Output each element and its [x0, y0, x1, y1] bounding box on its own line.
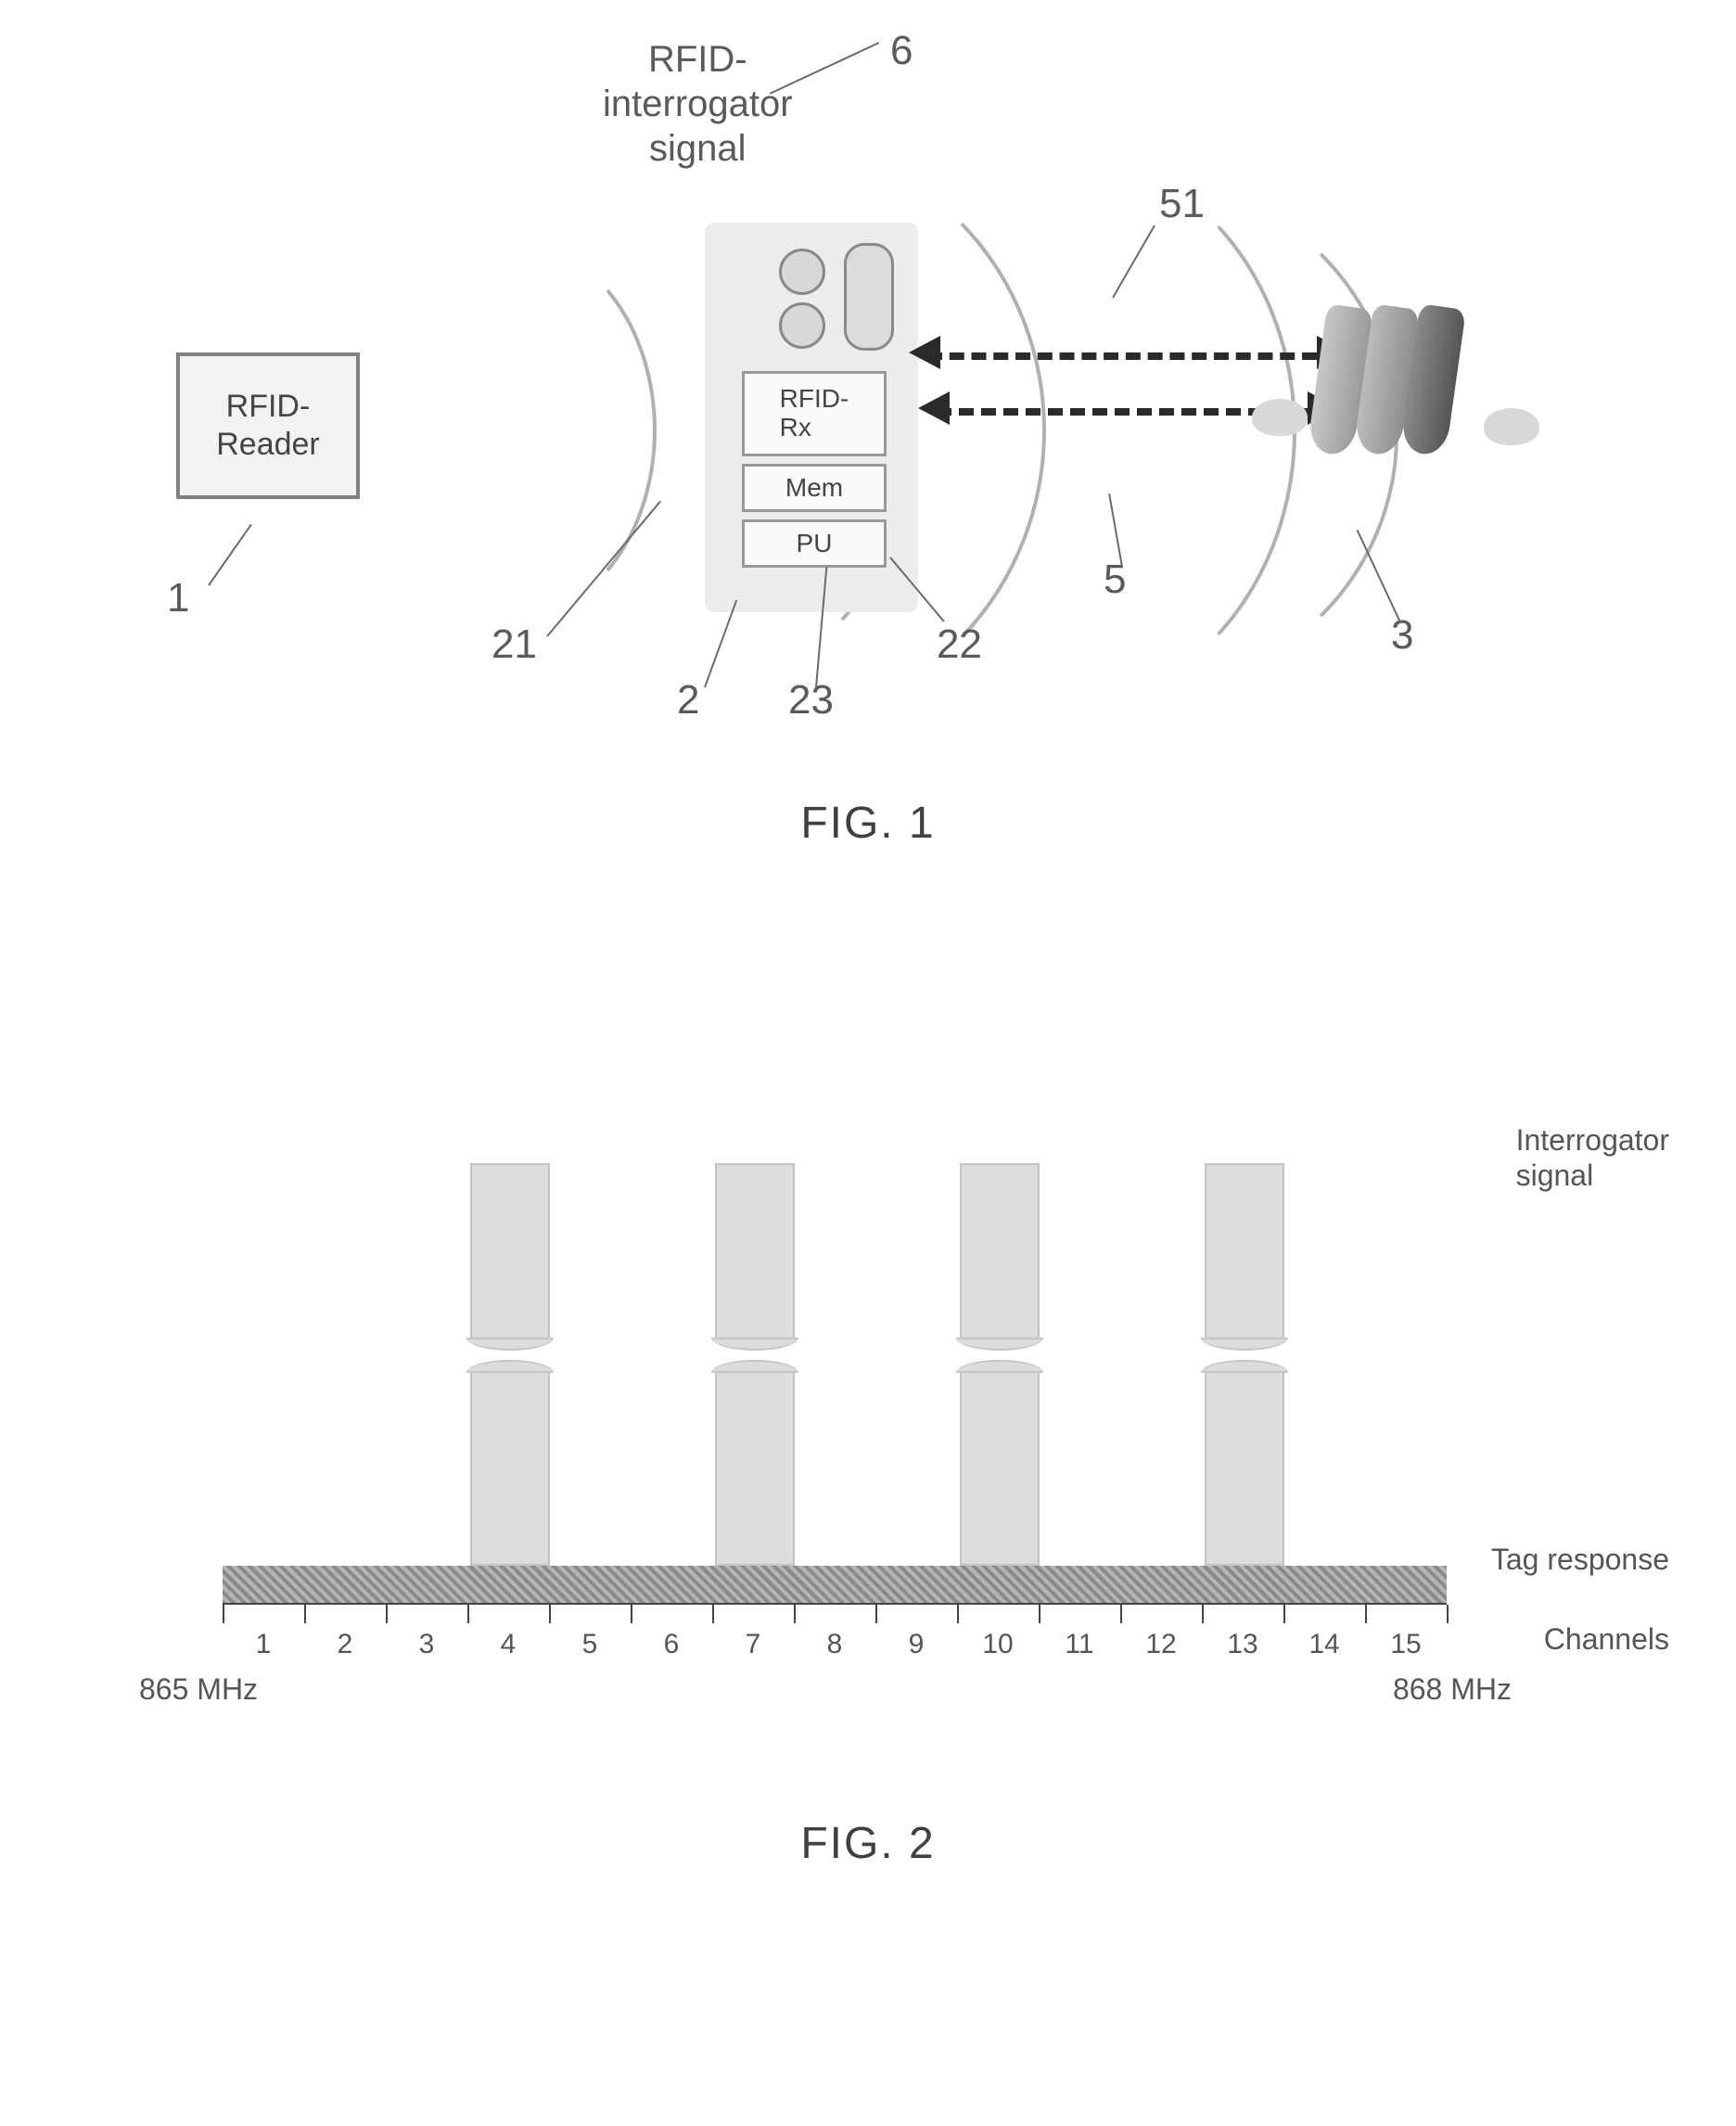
axis-tick: [1447, 1605, 1449, 1623]
axis-tick: [467, 1605, 469, 1623]
rfid-reader-box: RFID- Reader: [176, 352, 360, 499]
hearing-aid-itc-icon: [1484, 408, 1539, 445]
interrogator-signal-label: Interrogator signal: [1516, 1122, 1669, 1194]
channel-number: 11: [1065, 1629, 1093, 1660]
ref-51: 51: [1159, 181, 1205, 227]
remote-control: RFID- Rx Mem PU: [705, 223, 918, 612]
freq-end-label: 868 MHz: [1393, 1672, 1512, 1707]
axis-tick: [549, 1605, 551, 1623]
ref-3: 3: [1391, 612, 1413, 659]
hearing-aid-cluster: [1280, 306, 1539, 510]
leader-3: [1357, 530, 1401, 623]
arrowhead-left-icon: [909, 336, 940, 369]
channel-number: 13: [1227, 1629, 1257, 1660]
channels-label: Channels: [1544, 1622, 1669, 1657]
interrogator-bar: [715, 1163, 795, 1566]
axis-tick: [386, 1605, 388, 1623]
axis-tick: [1039, 1605, 1040, 1623]
ref-22: 22: [937, 621, 982, 668]
axis-tick: [631, 1605, 632, 1623]
axis-tick: [794, 1605, 796, 1623]
channel-number: 15: [1390, 1629, 1421, 1660]
axis-line: [223, 1603, 1447, 1605]
freq-start-label: 865 MHz: [139, 1672, 258, 1707]
channel-number: 6: [664, 1629, 680, 1660]
channel-number: 2: [338, 1629, 353, 1660]
rfid-rx-slot: RFID- Rx: [742, 371, 887, 456]
channel-number: 7: [746, 1629, 761, 1660]
channel-number: 12: [1145, 1629, 1176, 1660]
ref-21: 21: [491, 621, 537, 668]
interrogator-bar: [960, 1163, 1040, 1566]
fig2-caption: FIG. 2: [0, 1818, 1736, 1869]
interrogator-bar: [1205, 1163, 1284, 1566]
figure-1: RFID- interrogator signal 6 RFID- Reader…: [0, 37, 1736, 872]
ref-23: 23: [788, 677, 834, 724]
channel-number: 1: [256, 1629, 272, 1660]
dial-icon: [779, 249, 825, 295]
arrowhead-left-icon: [918, 391, 950, 425]
axis-tick: [1202, 1605, 1204, 1623]
pu-slot: PU: [742, 519, 887, 568]
interrogator-bar: [470, 1163, 550, 1566]
tag-response-label: Tag response: [1491, 1543, 1669, 1577]
channel-number: 14: [1308, 1629, 1339, 1660]
channel-number: 3: [419, 1629, 435, 1660]
ref-1: 1: [167, 575, 189, 621]
axis-tick: [712, 1605, 714, 1623]
ref-5: 5: [1104, 557, 1126, 603]
ref-2: 2: [677, 677, 699, 724]
hearing-aid-itc-icon: [1252, 399, 1308, 436]
rfid-reader-label: RFID- Reader: [216, 388, 320, 464]
axis-tick: [1120, 1605, 1122, 1623]
fig1-caption: FIG. 1: [0, 798, 1736, 849]
channel-number: 8: [827, 1629, 843, 1660]
channel-number: 9: [909, 1629, 925, 1660]
axis-tick: [957, 1605, 959, 1623]
axis-tick: [223, 1605, 224, 1623]
channel-number: 4: [501, 1629, 517, 1660]
axis-tick: [304, 1605, 306, 1623]
channel-number: 10: [982, 1629, 1013, 1660]
channel-chart: Interrogator signal Tag response Channel…: [223, 1104, 1447, 1679]
axis-tick: [1365, 1605, 1367, 1623]
ref-6: 6: [890, 28, 913, 74]
leader-1: [208, 524, 252, 586]
channel-number: 5: [582, 1629, 598, 1660]
rocker-icon: [844, 243, 894, 351]
axis-tick: [875, 1605, 877, 1623]
figure-2: Interrogator signal Tag response Channel…: [0, 1048, 1736, 1883]
dial-icon: [779, 302, 825, 349]
mem-slot: Mem: [742, 464, 887, 512]
axis-tick: [1283, 1605, 1285, 1623]
link-arrow-top: [927, 352, 1317, 360]
tag-response-band: [223, 1566, 1447, 1605]
